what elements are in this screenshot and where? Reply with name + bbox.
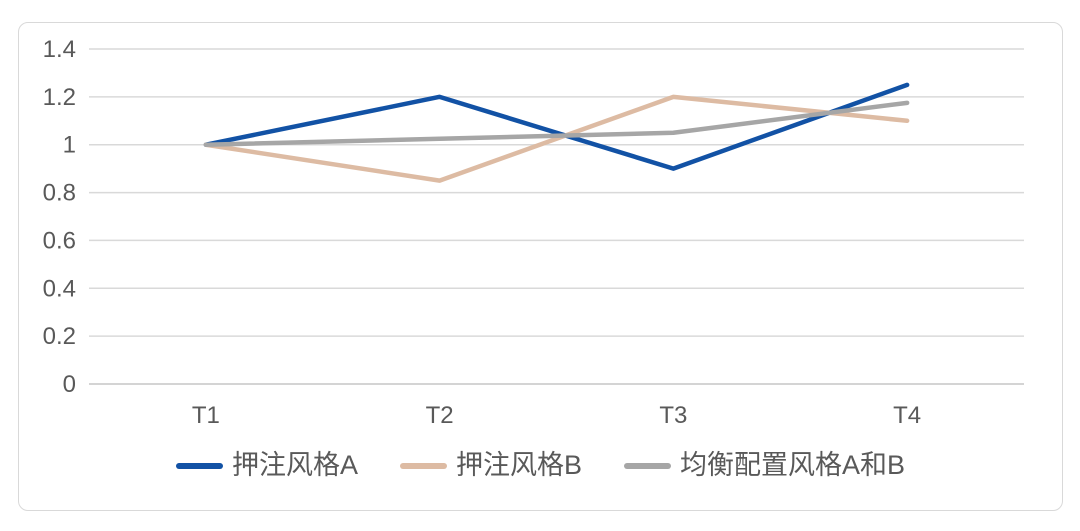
legend-swatch-style-a: [175, 462, 223, 469]
y-tick-label: 1.4: [43, 36, 76, 63]
legend-item-style-b: 押注风格B: [399, 450, 582, 480]
y-tick-label: 0.2: [43, 323, 76, 350]
legend-item-balanced: 均衡配置风格A和B: [624, 452, 905, 479]
x-tick-label: T3: [659, 402, 687, 429]
y-tick-label: 0: [63, 371, 76, 398]
y-tick-label: 0.8: [43, 180, 76, 207]
y-tick-label: 0.6: [43, 227, 76, 254]
series-line: [203, 100, 910, 147]
chart-legend: 押注风格A 押注风格B 均衡配置风格A和B: [19, 435, 1062, 510]
legend-swatch-style-b: [399, 462, 447, 469]
x-tick-label: T4: [893, 402, 921, 429]
series-line: [203, 82, 910, 171]
legend-swatch-balanced: [624, 462, 671, 469]
legend-item-style-a: 押注风格A: [175, 450, 358, 480]
line-chart-plot: 0 0.2 0.4 0.6 0.8 1 1.2 1.4 T1 T2 T3 T4: [43, 36, 1024, 429]
y-tick-label: 1.2: [43, 84, 76, 111]
x-tick-label: T1: [192, 402, 220, 429]
series-line: [203, 94, 910, 183]
chart-card: 0 0.2 0.4 0.6 0.8 1 1.2 1.4 T1 T2 T3 T4 押注风格A 押注风格B…: [18, 22, 1063, 511]
y-tick-label: 0.4: [43, 275, 76, 302]
legend-label-style-a: 押注风格A: [231, 450, 358, 480]
y-tick-label: 1: [63, 132, 76, 159]
legend-label-balanced: 均衡配置风格A和B: [680, 450, 906, 480]
legend-label-style-b: 押注风格B: [455, 450, 582, 480]
x-tick-label: T2: [426, 402, 454, 429]
